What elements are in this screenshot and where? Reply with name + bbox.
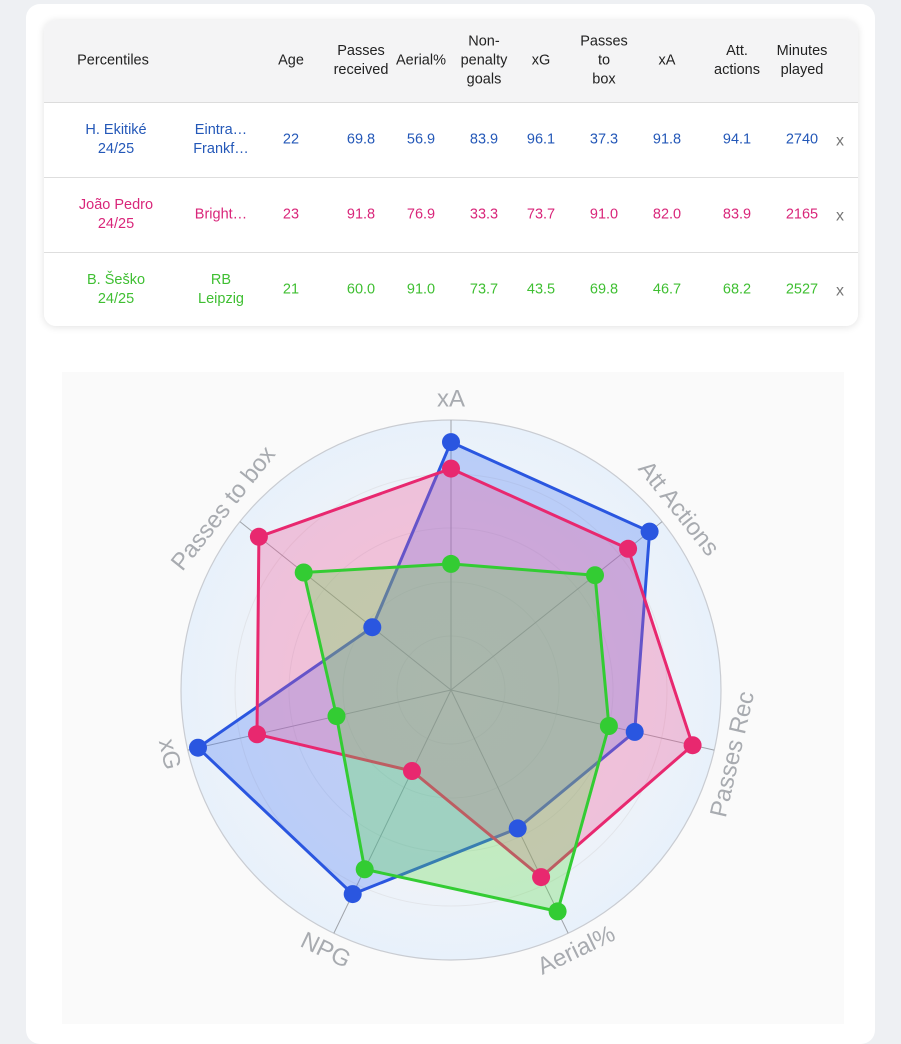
header-att-actions: Att. actions [714,42,760,80]
cell-att-actions: 94.1 [722,131,752,148]
table-row: B. Šeško 24/25 RB Leipzig 21 60.0 91.0 73.7 43.5… [44,253,858,326]
team-name-line: Frankf… [193,141,249,157]
cell-minutes: 2165 [785,206,819,223]
header-line: Att. [726,43,748,59]
header-line: Passes [337,43,385,59]
player-name-line: 24/25 [97,216,135,232]
cell-xa: 91.8 [652,131,682,148]
header-line: Passes [580,33,628,50]
team-name: Bright… [195,206,247,225]
header-line: Aerial% [396,52,446,69]
header-line: Non- [468,33,500,50]
remove-player-button[interactable]: x [836,132,844,150]
header-line: penalty [460,52,508,69]
header-line: played [780,62,824,78]
header-percentiles: Percentiles [77,52,149,71]
player-name-line: H. Ekitiké [85,122,147,138]
team-name-line: RB [210,272,232,288]
cell-att-actions: 83.9 [722,206,752,223]
cell-age: 23 [282,206,300,223]
team-name-line: Leipzig [198,291,244,307]
header-line: to [597,52,611,69]
percentile-table: Percentiles Age Passes received Aerial% Non-p… [44,20,858,326]
table-header: Percentiles Age Passes received Aerial% Non-p… [44,20,858,103]
cell-age: 21 [282,281,300,298]
cell-npg: 83.9 [469,131,499,148]
player-name-line: 24/25 [97,141,135,157]
header-line: xG [531,52,551,69]
header-xa: xA [659,52,676,71]
header-xg: xG [532,52,551,71]
header-aerial: Aerial% [396,52,446,71]
header-line: actions [714,62,760,78]
cell-xa: 46.7 [652,281,682,298]
player-name-line: B. Šeško [86,272,146,288]
team-name: Eintra… Frankf… [193,121,249,159]
cell-xg: 43.5 [526,281,556,298]
cell-passes-received: 91.8 [346,206,376,223]
header-line: received [333,62,389,78]
team-name-line: Eintra… [194,122,248,138]
cell-passes-box: 37.3 [589,131,619,148]
cell-passes-box: 69.8 [589,281,619,298]
cell-att-actions: 68.2 [722,281,752,298]
player-name: João Pedro 24/25 [79,196,153,234]
team-name-line: Bright… [194,206,248,223]
remove-player-button[interactable]: x [836,282,844,300]
cell-aerial: 91.0 [406,281,436,298]
cell-xa: 82.0 [652,206,682,223]
cell-npg: 33.3 [469,206,499,223]
cell-npg: 73.7 [469,281,499,298]
radar-chart-area [62,372,844,1024]
header-line: xA [658,52,676,69]
player-name: H. Ekitiké 24/25 [85,121,146,159]
remove-player-button[interactable]: x [836,207,844,225]
cell-aerial: 56.9 [406,131,436,148]
player-name-line: 24/25 [97,291,135,307]
table-row: João Pedro 24/25 Bright… 23 91.8 76.9 33.3 73.7… [44,178,858,253]
cell-minutes: 2740 [785,131,819,148]
player-name: B. Šeško 24/25 [87,271,145,309]
header-passes-received: Passes received [334,42,389,80]
header-line: Age [278,52,304,69]
cell-xg: 73.7 [526,206,556,223]
cell-xg: 96.1 [526,131,556,148]
header-npg: Non-penalty goals [461,33,508,90]
team-name: RB Leipzig [198,271,244,309]
header-line: box [592,71,616,88]
cell-passes-received: 60.0 [346,281,376,298]
cell-age: 22 [282,131,300,148]
cell-minutes: 2527 [785,281,819,298]
header-minutes: Minutes played [777,42,828,80]
player-name-line: João Pedro [78,197,154,213]
header-passes-box: Passes to box [580,33,628,90]
cell-passes-box: 91.0 [589,206,619,223]
header-line: Minutes [776,43,828,59]
header-age: Age [278,52,304,71]
cell-passes-received: 69.8 [346,131,376,148]
table-row: H. Ekitiké 24/25 Eintra… Frankf… 22 69.8 56.9 8… [44,103,858,178]
header-line: Percentiles [77,52,149,69]
cell-aerial: 76.9 [406,206,436,223]
header-line: goals [466,71,502,88]
